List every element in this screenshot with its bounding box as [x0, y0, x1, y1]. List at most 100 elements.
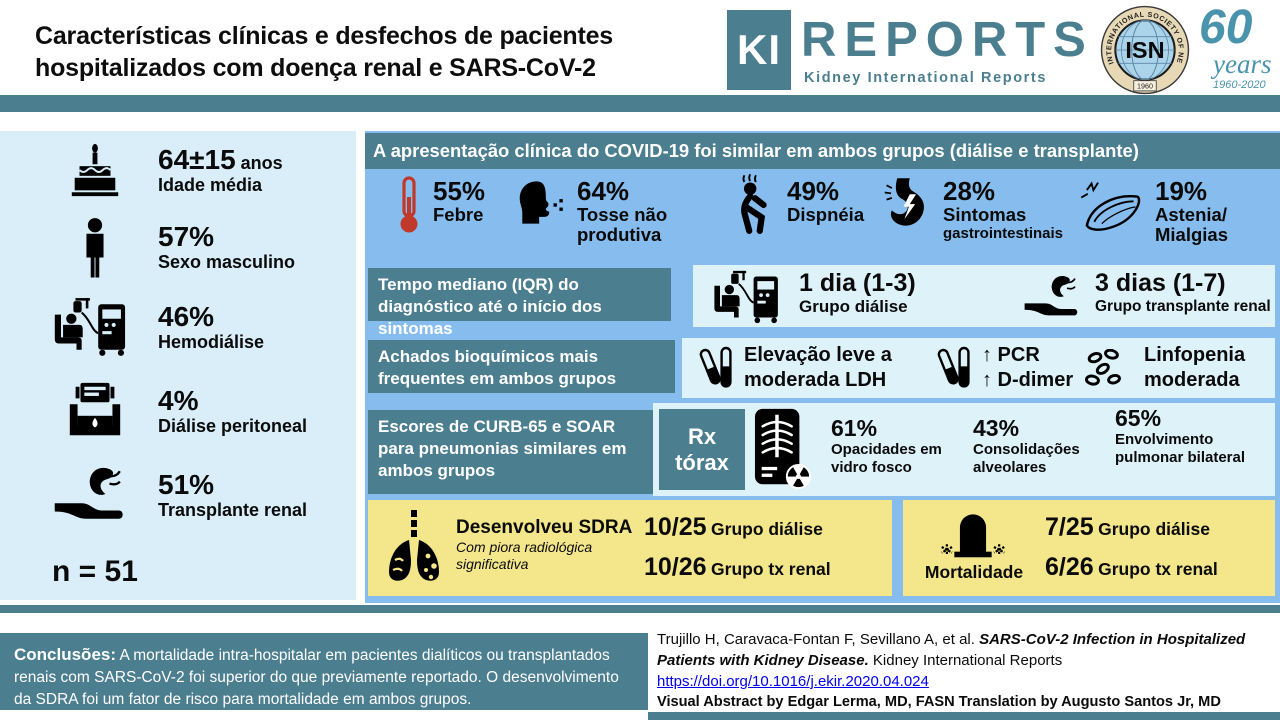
- imaging-stat-ggo-label: Opacidades em vidro fosco: [831, 441, 942, 476]
- sample-size: n = 51: [52, 555, 138, 588]
- median-time-dialysis: 1 dia (1-3) Grupo diálise: [799, 269, 916, 317]
- tombstone-icon: [937, 505, 1009, 561]
- symptom-asthenia-label: Astenia/ Mialgias: [1155, 204, 1228, 245]
- isn-abbr: ISN: [1125, 37, 1164, 63]
- ards-results: 10/25 Grupo diálise 10/26 Grupo tx renal: [644, 512, 831, 586]
- kidney-transplant-icon: [52, 464, 136, 526]
- biochemical-marker-pcr: ↑ PCR: [982, 344, 1040, 366]
- symptom-gi-label: Sintomas: [943, 204, 1027, 225]
- stat-transplant-label: Transplante renal: [158, 500, 308, 520]
- test-tubes-icon: [934, 344, 974, 392]
- male-icon: [76, 217, 114, 279]
- imaging-stat-consolidation-label: Consolidações alveolares: [973, 441, 1080, 476]
- biochemical-label: Achados bioquímicos mais frequentes em a…: [368, 340, 675, 393]
- biochemical-markers: ↑ PCR ↑ D-dimer: [982, 343, 1073, 393]
- conclusions-box: Conclusões: A mortalidade intra-hospital…: [0, 633, 648, 710]
- citation-block: Trujillo H, Caravaca-Fontan F, Sevillano…: [657, 629, 1277, 712]
- title-line-2: hospitalizados com doença renal e SARS-C…: [35, 54, 596, 82]
- mortality-transplant-value: 6/26: [1045, 553, 1094, 581]
- lungs-icon: [382, 508, 446, 588]
- stat-age-value: 64±15: [158, 144, 236, 175]
- hemodialysis-icon: [48, 296, 136, 358]
- anniversary-word: years: [1213, 49, 1272, 79]
- clinical-panel: A apresentação clínica do COVID-19 foi s…: [365, 131, 1280, 603]
- peritoneal-dialysis-icon: [64, 380, 126, 440]
- mortality-dialysis-group: Grupo diálise: [1098, 519, 1210, 539]
- imaging-stat-ggo: 61% Opacidades em vidro fosco: [831, 416, 966, 477]
- stat-sex: 57% Sexo masculino: [158, 222, 295, 273]
- symptom-dyspnea-label: Dispnéia: [787, 204, 865, 225]
- citation-credits: Visual Abstract by Edgar Lerma, MD, FASN…: [657, 694, 1221, 710]
- title-line-1: Características clínicas e desfechos de …: [35, 22, 614, 50]
- ards-transplant-group: Grupo tx renal: [711, 559, 831, 579]
- isn-logo: INTERNATIONAL SOCIETY OF NEPHROLOGY ISN …: [1100, 5, 1190, 95]
- symptom-gi: 28% Sintomas gastrointestinais: [943, 177, 1088, 242]
- stat-transplant-value: 51%: [158, 469, 215, 500]
- median-time-dialysis-value: 1 dia (1-3): [799, 269, 916, 297]
- stat-peritoneal-value: 4%: [158, 385, 199, 416]
- stat-age: 64±15 anos Idade média: [158, 145, 283, 196]
- median-time-box: 1 dia (1-3) Grupo diálise 3 dias (1-7) G…: [693, 265, 1275, 327]
- chest-xray-icon: [753, 407, 811, 492]
- imaging-stat-bilateral: 65% Envolvimento pulmonar bilateral: [1115, 406, 1265, 467]
- coughing-head-icon: [513, 176, 567, 234]
- stat-peritoneal-label: Diálise peritoneal: [158, 416, 308, 436]
- symptom-cough-label: Tosse não produtiva: [577, 204, 668, 245]
- demographics-sidebar: 64±15 anos Idade média 57% Sexo masculin…: [0, 131, 356, 600]
- ards-outcome-box: Desenvolveu SDRA Com piora radiológica s…: [368, 500, 892, 596]
- header-divider-bar: [0, 95, 1280, 112]
- symptom-gi-sublabel: gastrointestinais: [943, 225, 1064, 242]
- stat-sex-value: 57%: [158, 221, 215, 252]
- anniversary-number: 60: [1199, 1, 1253, 54]
- stat-hemodialysis-value: 46%: [158, 301, 215, 332]
- doi-link[interactable]: https://doi.org/10.1016/j.ekir.2020.04.0…: [657, 673, 929, 690]
- muscle-icon: [1078, 177, 1148, 233]
- clinical-banner: A apresentação clínica do COVID-19 foi s…: [365, 133, 1280, 169]
- bottom-right-bar: [648, 712, 1280, 720]
- ards-title: Desenvolveu SDRA: [456, 517, 633, 538]
- biochemical-marker-ddimer: ↑ D-dimer: [982, 369, 1074, 391]
- imaging-stat-bilateral-value: 65%: [1115, 405, 1162, 431]
- symptom-gi-value: 28%: [943, 176, 996, 206]
- symptom-asthenia-value: 19%: [1155, 176, 1208, 206]
- stat-age-label: Idade média: [158, 175, 263, 195]
- ards-subtitle: Com piora radiológica significativa: [456, 539, 593, 572]
- stat-age-suffix: anos: [235, 153, 283, 173]
- stat-peritoneal: 4% Diálise peritoneal: [158, 386, 307, 437]
- anniversary-range: 1960-2020: [1213, 79, 1266, 91]
- symptom-fever: 55% Febre: [433, 177, 523, 225]
- page-title: Características clínicas e desfechos de …: [35, 20, 613, 84]
- mortality-results: 7/25 Grupo diálise 6/26 Grupo tx renal: [1045, 512, 1218, 586]
- blood-cells-icon: [1082, 349, 1134, 387]
- imaging-box: Rx tórax 61% Opa: [653, 403, 1275, 496]
- ki-logo-wordmark: REPORTS: [801, 13, 1094, 67]
- symptom-dyspnea-value: 49%: [787, 176, 840, 206]
- stat-hemodialysis: 46% Hemodiálise: [158, 302, 264, 353]
- isn-year: 1960: [1137, 82, 1153, 90]
- footer-divider-bar: [0, 605, 1280, 613]
- stat-sex-label: Sexo masculino: [158, 252, 296, 272]
- test-tubes-icon: [696, 344, 736, 392]
- imaging-stat-consolidation: 43% Consolidações alveolares: [973, 416, 1113, 477]
- isn-logo-icon: INTERNATIONAL SOCIETY OF NEPHROLOGY ISN …: [1100, 5, 1190, 95]
- median-time-transplant: 3 dias (1-7) Grupo transplante renal: [1095, 270, 1271, 316]
- dyspnea-person-icon: [731, 173, 777, 235]
- symptom-fever-value: 55%: [433, 176, 486, 206]
- biochemical-box: Elevação leve a moderada LDH ↑ PCR ↑ D-d…: [682, 338, 1275, 398]
- median-time-label: Tempo mediano (IQR) do diagnóstico até o…: [368, 268, 671, 338]
- median-time-transplant-value: 3 dias (1-7): [1095, 269, 1226, 297]
- stat-hemodialysis-label: Hemodiálise: [158, 332, 265, 352]
- conclusions-label: Conclusões:: [14, 645, 117, 664]
- anniversary-badge: 60 years 1960-2020: [1199, 1, 1280, 92]
- citation-article-title: SARS-CoV-2 Infection in Hospitalized Pat…: [657, 631, 1246, 669]
- symptom-cough-value: 64%: [577, 176, 630, 206]
- stat-transplant: 51% Transplante renal: [158, 470, 307, 521]
- mortality-transplant-group: Grupo tx renal: [1098, 559, 1218, 579]
- ards-transplant-value: 10/26: [644, 553, 707, 581]
- citation-journal: Kidney International Reports: [868, 652, 1063, 669]
- imaging-stat-ggo-value: 61%: [831, 415, 878, 441]
- rx-thorax-box: Rx tórax: [659, 409, 745, 490]
- ards-dialysis-group: Grupo diálise: [711, 519, 823, 539]
- mortality-outcome-box: Mortalidade 7/25 Grupo diálise 6/26 Grup…: [903, 500, 1275, 596]
